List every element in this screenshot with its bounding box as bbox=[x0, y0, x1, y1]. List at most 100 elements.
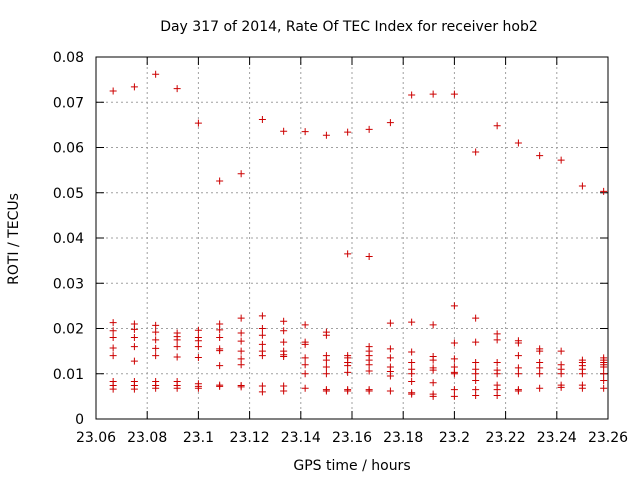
x-tick-label: 23.06 bbox=[76, 430, 116, 446]
data-point bbox=[322, 356, 330, 364]
data-point bbox=[280, 327, 288, 335]
data-point bbox=[472, 386, 480, 394]
y-tick-label: 0.06 bbox=[53, 141, 84, 157]
data-point bbox=[301, 128, 309, 136]
data-point bbox=[216, 362, 224, 370]
data-point bbox=[493, 122, 501, 130]
data-point bbox=[130, 83, 138, 91]
y-tick-label: 0.05 bbox=[53, 186, 84, 202]
data-points bbox=[109, 70, 608, 400]
data-point bbox=[152, 344, 160, 352]
data-point bbox=[408, 370, 416, 378]
data-point bbox=[514, 364, 522, 372]
data-point bbox=[216, 347, 224, 355]
y-tick-label: 0.01 bbox=[53, 367, 84, 383]
x-tick-label: 23.1 bbox=[183, 430, 214, 446]
data-point bbox=[280, 338, 288, 346]
data-point bbox=[514, 370, 522, 378]
data-point bbox=[194, 119, 202, 127]
data-point bbox=[493, 370, 501, 378]
data-point bbox=[130, 325, 138, 333]
data-point bbox=[152, 384, 160, 392]
data-point bbox=[344, 368, 352, 376]
data-point bbox=[472, 148, 480, 156]
data-point bbox=[130, 334, 138, 342]
data-point bbox=[322, 363, 330, 371]
data-point bbox=[130, 385, 138, 393]
data-point bbox=[237, 337, 245, 345]
x-tick-label: 23.12 bbox=[230, 430, 270, 446]
data-point bbox=[258, 325, 266, 332]
x-axis-label: GPS time / hours bbox=[293, 458, 410, 474]
x-tick-label: 23.24 bbox=[537, 430, 577, 446]
data-point bbox=[237, 314, 245, 322]
data-point bbox=[536, 152, 544, 160]
data-point bbox=[600, 363, 608, 371]
data-point bbox=[237, 361, 245, 369]
data-point bbox=[386, 354, 394, 362]
data-point bbox=[130, 357, 138, 365]
data-point bbox=[429, 379, 437, 387]
data-point bbox=[301, 370, 309, 378]
data-point bbox=[301, 361, 309, 369]
data-point bbox=[429, 356, 437, 364]
data-point bbox=[408, 318, 416, 326]
y-tick-label: 0 bbox=[75, 412, 84, 428]
data-point bbox=[258, 388, 266, 396]
data-point bbox=[386, 319, 394, 327]
data-point bbox=[557, 370, 565, 378]
data-point bbox=[408, 358, 416, 366]
data-point bbox=[472, 377, 480, 385]
data-point bbox=[258, 115, 266, 123]
data-point bbox=[301, 340, 309, 348]
data-point bbox=[216, 177, 224, 185]
y-tick-label: 0.07 bbox=[53, 95, 84, 111]
data-point bbox=[109, 344, 117, 352]
data-point bbox=[472, 314, 480, 322]
data-point bbox=[216, 326, 224, 334]
data-point bbox=[194, 384, 202, 392]
data-point bbox=[578, 370, 586, 378]
data-point bbox=[194, 337, 202, 345]
data-point bbox=[557, 383, 565, 391]
data-point bbox=[344, 128, 352, 136]
data-point bbox=[258, 331, 266, 339]
data-point bbox=[237, 329, 245, 337]
data-point bbox=[514, 352, 522, 360]
data-point bbox=[472, 338, 480, 346]
data-point bbox=[109, 87, 117, 95]
data-point bbox=[194, 353, 202, 361]
data-point bbox=[322, 131, 330, 139]
data-point bbox=[258, 312, 266, 320]
data-point bbox=[301, 321, 309, 329]
data-point bbox=[237, 170, 245, 178]
chart-title: Day 317 of 2014, Rate Of TEC Index for r… bbox=[160, 19, 538, 35]
y-tick-label: 0.03 bbox=[53, 276, 84, 292]
data-point bbox=[450, 339, 458, 347]
data-point bbox=[152, 321, 160, 329]
data-point bbox=[450, 392, 458, 400]
data-point bbox=[386, 119, 394, 127]
data-point bbox=[493, 330, 501, 338]
x-tick-label: 23.26 bbox=[588, 430, 628, 446]
data-point bbox=[429, 392, 437, 400]
data-point bbox=[216, 320, 224, 328]
x-tick-label: 23.22 bbox=[486, 430, 526, 446]
data-point bbox=[365, 367, 373, 375]
data-point bbox=[258, 340, 266, 348]
x-tick-label: 23.14 bbox=[281, 430, 321, 446]
x-tick-label: 23.2 bbox=[439, 430, 470, 446]
data-point bbox=[152, 70, 160, 78]
data-point bbox=[173, 353, 181, 361]
data-point bbox=[450, 386, 458, 394]
data-point bbox=[280, 127, 288, 135]
data-point bbox=[322, 370, 330, 378]
data-point bbox=[514, 339, 522, 347]
data-point bbox=[472, 358, 480, 366]
data-point bbox=[173, 384, 181, 392]
x-tick-label: 23.18 bbox=[383, 430, 423, 446]
data-point bbox=[109, 327, 117, 335]
data-point bbox=[173, 85, 181, 93]
data-point bbox=[322, 331, 330, 339]
